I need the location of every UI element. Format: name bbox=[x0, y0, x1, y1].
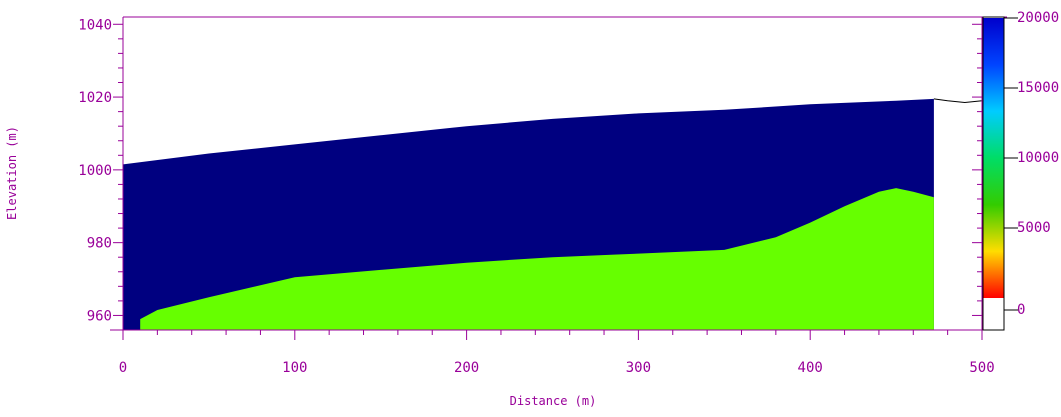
colorbar-tick-label: 10000 bbox=[1017, 150, 1059, 166]
x-tick-label: 500 bbox=[969, 360, 994, 376]
y-tick-label: 980 bbox=[87, 236, 112, 252]
y-axis-title: Elevation (m) bbox=[5, 126, 19, 220]
colorbar-tick-label: 20000 bbox=[1017, 10, 1059, 26]
x-axis-title: Distance (m) bbox=[510, 394, 597, 408]
y-tick-label: 960 bbox=[87, 308, 112, 324]
x-tick-label: 200 bbox=[454, 360, 479, 376]
colorbar-gradient-rect bbox=[983, 18, 1004, 298]
series-area-2 bbox=[140, 188, 934, 330]
x-tick-label: 300 bbox=[626, 360, 651, 376]
x-tick-label: 100 bbox=[282, 360, 307, 376]
x-tick-label: 400 bbox=[798, 360, 823, 376]
x-tick-label: 0 bbox=[119, 360, 127, 376]
y-tick-label: 1020 bbox=[78, 90, 112, 106]
colorbar-tick-label: 0 bbox=[1017, 302, 1025, 318]
colorbar: 20000 15000 10000 5000 0 bbox=[982, 10, 1059, 331]
colorbar-tick-label: 15000 bbox=[1017, 80, 1059, 96]
y-tick-label: 1000 bbox=[78, 163, 112, 179]
colorbar-border bbox=[982, 16, 1005, 331]
y-tick-label: 1040 bbox=[78, 17, 112, 33]
axis-ticks: 960 980 1000 1020 1040 0 100 200 300 400 500 bbox=[78, 17, 994, 376]
plot-area bbox=[123, 96, 991, 331]
colorbar-tick-label: 5000 bbox=[1017, 220, 1051, 236]
